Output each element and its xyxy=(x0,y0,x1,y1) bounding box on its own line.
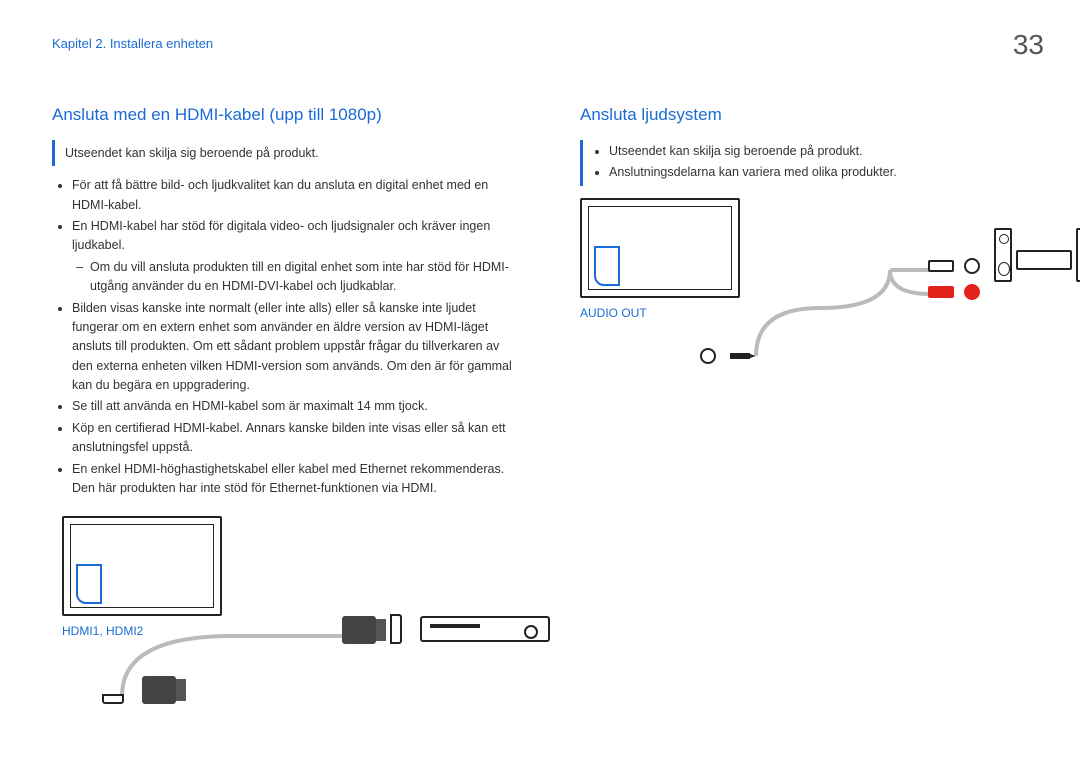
audio-cable-icon xyxy=(750,258,950,378)
speaker-left-icon xyxy=(994,228,1012,282)
rca-white-socket-icon xyxy=(964,258,980,274)
display-device-icon xyxy=(62,516,222,616)
breadcrumb: Kapitel 2. Installera enheten xyxy=(52,34,213,54)
section-title-hdmi: Ansluta med en HDMI-kabel (upp till 1080… xyxy=(52,102,516,128)
rca-red-plug-icon xyxy=(928,286,954,298)
audio-diagram: AUDIO OUT xyxy=(580,198,1044,418)
aux-socket-icon xyxy=(700,348,716,364)
content-columns: Ansluta med en HDMI-kabel (upp till 1080… xyxy=(0,102,1080,716)
note-box-left: Utseendet kan skilja sig beroende på pro… xyxy=(52,140,516,167)
hdmi-diagram: HDMI1, HDMI2 xyxy=(52,516,516,716)
speaker-right-icon xyxy=(1076,228,1080,282)
hdmi-connector-icon xyxy=(342,616,376,644)
sub-bullet-list: Om du vill ansluta produkten till en dig… xyxy=(72,258,516,297)
section-title-audio: Ansluta ljudsystem xyxy=(580,102,1044,128)
note-bullets-right: Utseendet kan skilja sig beroende på pro… xyxy=(593,142,1034,183)
note-text: Utseendet kan skilja sig beroende på pro… xyxy=(65,146,319,160)
bullet-text: En HDMI-kabel har stöd för digitala vide… xyxy=(72,219,490,252)
bullet-item: En enkel HDMI-höghastighetskabel eller k… xyxy=(72,460,516,499)
bullet-item: Se till att använda en HDMI-kabel som är… xyxy=(72,397,516,416)
bullet-item: För att få bättre bild- och ljudkvalitet… xyxy=(72,176,516,215)
left-column: Ansluta med en HDMI-kabel (upp till 1080… xyxy=(52,102,516,716)
bullet-item: Bilden visas kanske inte normalt (eller … xyxy=(72,299,516,396)
player-device-icon xyxy=(420,616,550,642)
bullet-text: En enkel HDMI-höghastighetskabel eller k… xyxy=(72,462,504,476)
hdmi-connector-icon xyxy=(142,676,176,704)
rca-white-plug-icon xyxy=(928,260,954,272)
bullet-item: En HDMI-kabel har stöd för digitala vide… xyxy=(72,217,516,297)
page-number: 33 xyxy=(1013,24,1044,66)
display-device-icon xyxy=(580,198,740,298)
bullet-item: Köp en certifierad HDMI-kabel. Annars ka… xyxy=(72,419,516,458)
page-header: Kapitel 2. Installera enheten 33 xyxy=(0,0,1080,74)
sub-bullet-item: Om du vill ansluta produkten till en dig… xyxy=(90,258,516,297)
right-column: Ansluta ljudsystem Utseendet kan skilja … xyxy=(580,102,1044,716)
rca-red-socket-icon xyxy=(964,284,980,300)
hdmi-port-vertical-icon xyxy=(390,614,402,644)
bullet-list-left: För att få bättre bild- och ljudkvalitet… xyxy=(52,176,516,498)
bullet-tail: Den här produkten har inte stöd för Ethe… xyxy=(72,481,437,495)
bullet-item: Utseendet kan skilja sig beroende på pro… xyxy=(609,142,1034,161)
aux-jack-icon xyxy=(730,353,750,359)
audio-port-label: AUDIO OUT xyxy=(580,304,647,322)
hdmi-port-icon xyxy=(102,694,124,704)
amplifier-icon xyxy=(1016,250,1072,270)
bullet-item: Anslutningsdelarna kan variera med olika… xyxy=(609,163,1034,182)
note-box-right: Utseendet kan skilja sig beroende på pro… xyxy=(580,140,1044,187)
